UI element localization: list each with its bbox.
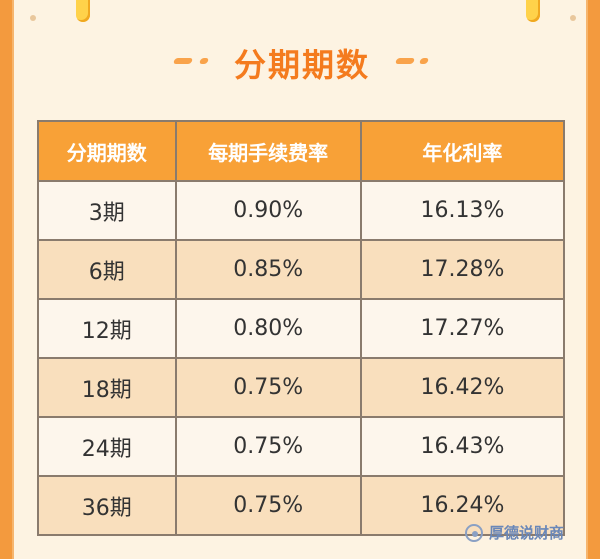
- decor-dot-left: [30, 15, 36, 21]
- cell-installment-count: 24期: [37, 416, 177, 477]
- cell-annual-rate: 16.42%: [359, 357, 566, 418]
- cell-installment-count: 3期: [37, 180, 177, 241]
- installment-rate-table: 分期期数 每期手续费率 年化利率 3期 0.90% 16.13% 6期 0.85…: [37, 120, 566, 536]
- cell-fee-rate: 0.90%: [174, 180, 362, 241]
- table-header-row: 分期期数 每期手续费率 年化利率: [37, 120, 566, 182]
- table-row: 18期 0.75% 16.42%: [37, 357, 566, 418]
- cell-installment-count: 12期: [37, 298, 177, 359]
- cell-annual-rate: 16.43%: [359, 416, 566, 477]
- hanging-pin-left: [76, 0, 90, 22]
- cell-fee-rate: 0.80%: [174, 298, 362, 359]
- watermark: 厚德说财商: [465, 522, 564, 543]
- title-area: 分期期数: [14, 40, 590, 90]
- cell-annual-rate: 17.27%: [359, 298, 566, 359]
- watermark-text: 厚德说财商: [489, 524, 565, 542]
- cell-fee-rate: 0.85%: [174, 239, 362, 300]
- header-installment-count: 分期期数: [37, 120, 177, 182]
- cell-fee-rate: 0.75%: [174, 416, 362, 477]
- table-row: 24期 0.75% 16.43%: [37, 416, 566, 477]
- cell-fee-rate: 0.75%: [174, 357, 362, 418]
- header-fee-rate: 每期手续费率: [174, 120, 362, 182]
- table-row: 3期 0.90% 16.13%: [37, 180, 566, 241]
- cell-installment-count: 6期: [37, 239, 177, 300]
- cell-installment-count: 18期: [37, 357, 177, 418]
- decor-dot-right: [570, 15, 576, 21]
- page-title: 分期期数: [233, 46, 370, 84]
- table-row: 36期 0.75% 16.24%: [37, 475, 566, 536]
- content-card: 分期期数 分期期数 每期手续费率 年化利率 3期 0.90% 16.13% 6期…: [12, 0, 588, 559]
- cell-installment-count: 36期: [37, 475, 177, 536]
- table-row: 12期 0.80% 17.27%: [37, 298, 566, 359]
- wechat-logo-icon: [465, 523, 483, 542]
- cell-annual-rate: 16.24%: [359, 475, 566, 536]
- header-annual-rate: 年化利率: [359, 120, 566, 182]
- hanging-pin-right: [526, 0, 540, 22]
- cell-annual-rate: 17.28%: [359, 239, 566, 300]
- cell-fee-rate: 0.75%: [174, 475, 362, 536]
- table-row: 6期 0.85% 17.28%: [37, 239, 566, 300]
- cell-annual-rate: 16.13%: [359, 180, 566, 241]
